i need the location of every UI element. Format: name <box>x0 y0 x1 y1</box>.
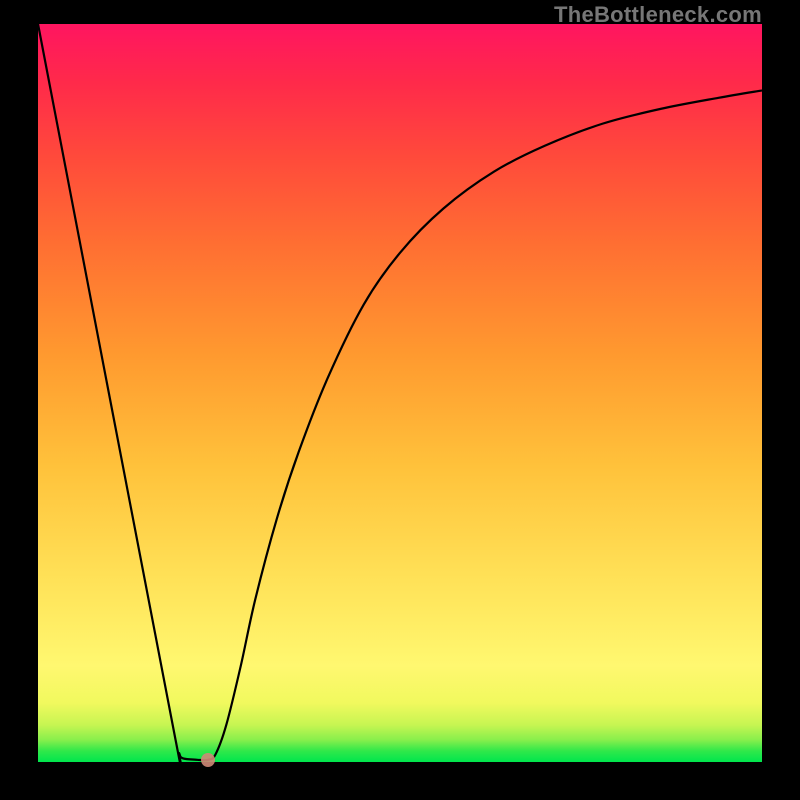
minimum-marker <box>201 753 215 767</box>
bottleneck-curve <box>38 24 762 762</box>
curve-path <box>38 24 762 797</box>
plot-area <box>38 24 762 762</box>
watermark-text: TheBottleneck.com <box>554 2 762 28</box>
